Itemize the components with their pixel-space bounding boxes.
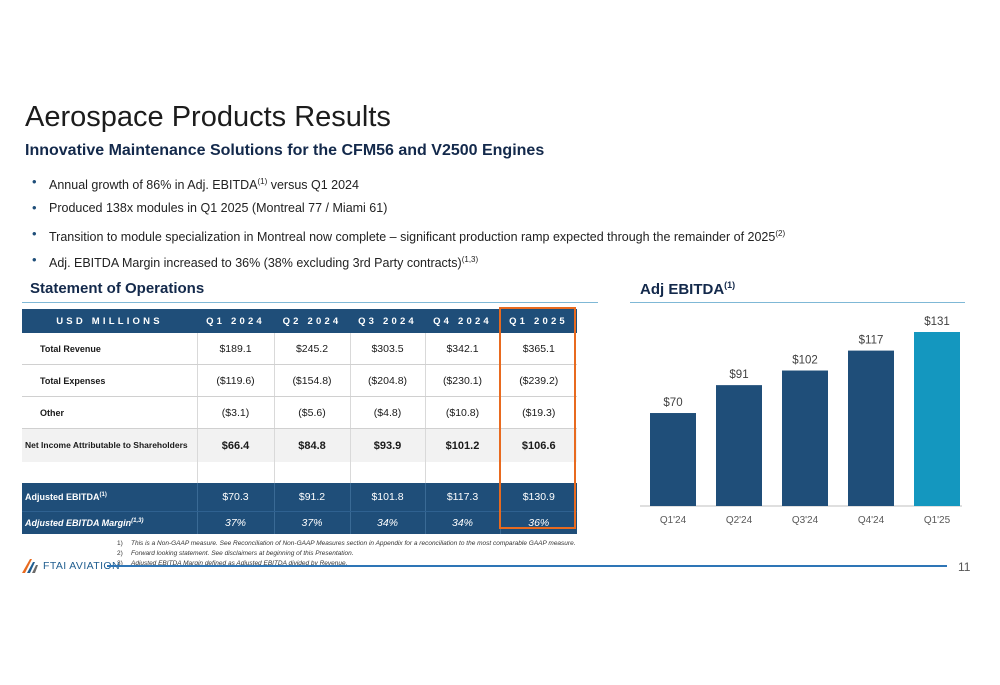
table-cell [500, 462, 577, 483]
table-cell: $117.3 [425, 483, 501, 512]
table-row: Other ($3.1) ($5.6) ($4.8) ($10.8) ($19.… [22, 396, 577, 429]
ftai-logo-icon [22, 559, 38, 573]
chart-divider [630, 302, 965, 303]
logo-text: FTAI AVIATION [43, 560, 120, 572]
data-label: $70 [663, 397, 682, 409]
footnote: 1) This is a Non-GAAP measure. See Reconc… [117, 540, 576, 547]
table-cell: 36% [500, 511, 577, 534]
bullet-item: Transition to module specialization in M… [32, 226, 785, 252]
table-cell: $106.6 [500, 428, 577, 462]
table-cell: ($10.8) [425, 396, 501, 429]
chart-bar [716, 385, 762, 506]
table-cell: $101.8 [350, 483, 426, 512]
column-header: Q2 2024 [274, 309, 350, 333]
column-header: Q1 2025 [500, 309, 577, 333]
bullet-item: Adj. EBITDA Margin increased to 36% (38%… [32, 252, 785, 278]
table-row: Adjusted EBITDA(1) $70.3 $91.2 $101.8 $1… [22, 483, 577, 512]
table-cell [425, 462, 501, 483]
table-cell: 37% [274, 511, 351, 534]
chart-bar [914, 332, 960, 506]
table-cell: ($3.1) [197, 396, 275, 429]
table-row: Total Revenue $189.1 $245.2 $303.5 $342.… [22, 333, 577, 365]
table-cell [274, 462, 351, 483]
footnotes: 1) This is a Non-GAAP measure. See Reconc… [117, 539, 576, 568]
chart-bar [848, 350, 894, 506]
column-header: Q4 2024 [425, 309, 500, 333]
page-title: Aerospace Products Results [25, 101, 391, 133]
bullet-item: Produced 138x modules in Q1 2025 (Montre… [32, 200, 785, 226]
row-label: Adjusted EBITDA Margin(1,3) [22, 511, 198, 534]
table-cell: ($230.1) [425, 364, 501, 397]
table-cell: $91.2 [274, 483, 351, 512]
row-label: Total Revenue [22, 333, 198, 365]
table-cell: $70.3 [197, 483, 275, 512]
page-number: 11 [958, 560, 971, 574]
x-tick-label: Q1'25 [924, 515, 951, 526]
chart-bar [650, 413, 696, 506]
table-cell: $66.4 [197, 428, 275, 462]
column-header: Q1 2024 [197, 309, 274, 333]
row-label: Net Income Attributable to Shareholders [22, 428, 198, 462]
bullet-item: Annual growth of 86% in Adj. EBITDA(1) v… [32, 174, 785, 200]
table-cell: $245.2 [274, 333, 351, 365]
table-cell: $365.1 [500, 333, 577, 365]
statement-heading: Statement of Operations [30, 280, 205, 297]
x-tick-label: Q3'24 [792, 515, 819, 526]
table-cell: ($19.3) [500, 396, 577, 429]
table-cell: $342.1 [425, 333, 501, 365]
table-cell [22, 462, 198, 483]
x-tick-label: Q2'24 [726, 515, 753, 526]
table-cell: ($5.6) [274, 396, 351, 429]
statement-table: USD MILLIONS Q1 2024 Q2 2024 Q3 2024 Q4 … [22, 309, 577, 534]
table-cell: ($204.8) [350, 364, 426, 397]
table-header-row: USD MILLIONS Q1 2024 Q2 2024 Q3 2024 Q4 … [22, 309, 577, 333]
table-cell: ($119.6) [197, 364, 275, 397]
chart-bar [782, 370, 828, 506]
table-cell: $189.1 [197, 333, 275, 365]
bullet-list: Annual growth of 86% in Adj. EBITDA(1) v… [32, 174, 785, 278]
table-cell: ($4.8) [350, 396, 426, 429]
company-logo: FTAI AVIATION [20, 557, 120, 575]
page-subtitle: Innovative Maintenance Solutions for the… [25, 142, 545, 159]
table-cell: $101.2 [425, 428, 501, 462]
table-cell: ($154.8) [274, 364, 351, 397]
adj-ebitda-bar-chart: $70 Q1'24 $91 Q2'24 $102 Q3'24 $117 Q4'24 $131 Q1… [640, 316, 962, 526]
x-tick-label: Q4'24 [858, 515, 885, 526]
table-cell: 34% [350, 511, 426, 534]
table-cell: 37% [197, 511, 275, 534]
x-tick-label: Q1'24 [660, 515, 687, 526]
footnote: 3) Adjusted EBITDA Margin defined as Adju… [117, 559, 348, 567]
table-cell: $130.9 [500, 483, 577, 512]
table-cell [197, 462, 275, 483]
column-header: Q3 2024 [350, 309, 425, 333]
data-label: $91 [729, 369, 748, 381]
table-row: Total Expenses ($119.6) ($154.8) ($204.8… [22, 364, 577, 397]
table-cell: 34% [425, 511, 501, 534]
data-label: $117 [859, 335, 884, 347]
table-cell: $93.9 [350, 428, 426, 462]
table-cell: ($239.2) [500, 364, 577, 397]
table-cell: $84.8 [274, 428, 351, 462]
row-label: Other [22, 396, 198, 429]
data-label: $131 [924, 316, 950, 328]
footer-divider [107, 565, 947, 567]
column-header: USD MILLIONS [22, 309, 197, 333]
row-label: Adjusted EBITDA(1) [22, 483, 198, 512]
footnote: 2) Forward looking statement. See disclai… [117, 549, 354, 557]
statement-divider [22, 302, 598, 303]
table-row: Adjusted EBITDA Margin(1,3) 37% 37% 34% … [22, 511, 577, 534]
data-label: $102 [792, 355, 818, 367]
table-spacer-row [22, 462, 577, 483]
table-cell: $303.5 [350, 333, 426, 365]
table-cell [350, 462, 426, 483]
row-label: Total Expenses [22, 364, 198, 397]
table-row: Net Income Attributable to Shareholders … [22, 428, 577, 462]
chart-heading: Adj EBITDA(1) [640, 280, 736, 298]
